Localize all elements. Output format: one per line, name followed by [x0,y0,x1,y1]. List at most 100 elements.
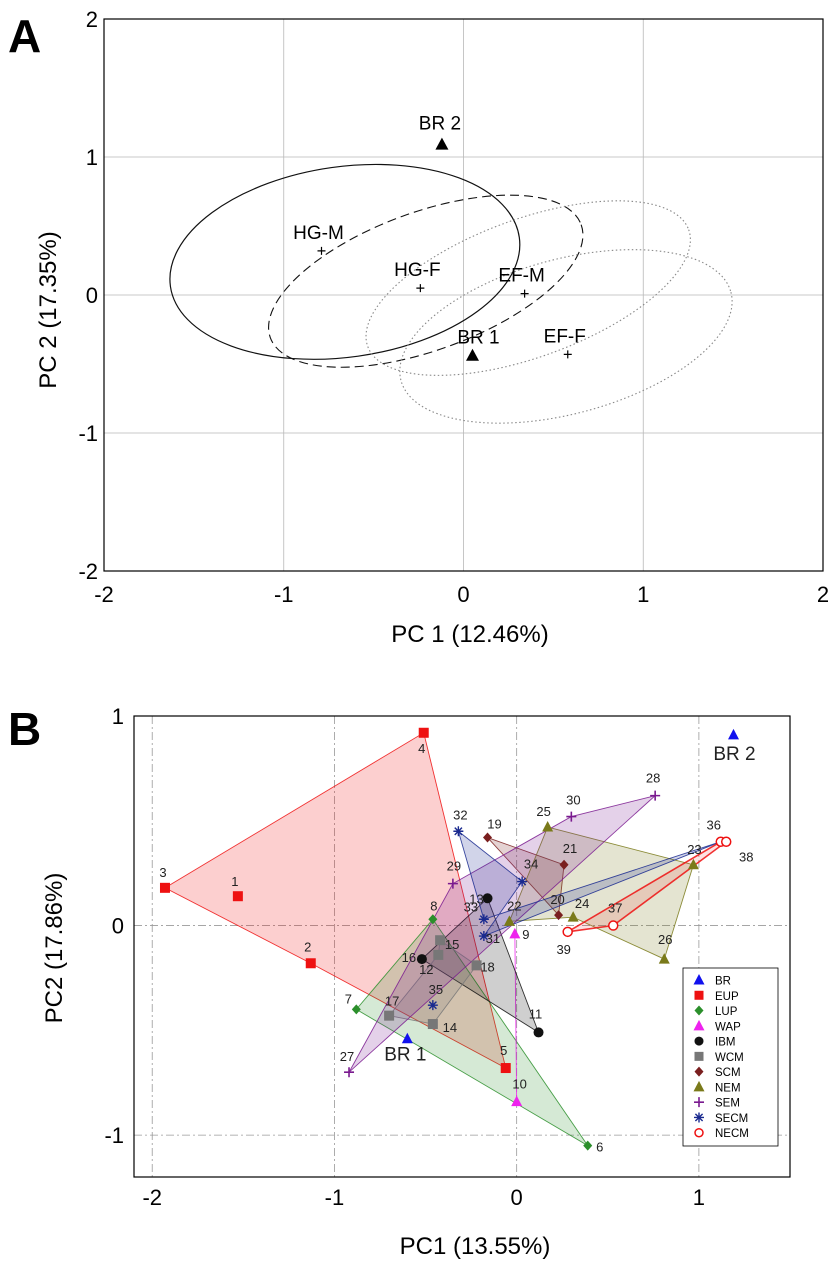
legend-entry: SCM [715,1067,741,1079]
point-marker-secm [427,1000,438,1011]
y-tick-label: 1 [86,145,98,170]
point-marker-necm [720,836,732,847]
point-number-label: 19 [487,817,501,832]
legend-marker [693,1080,705,1092]
y-axis-label: PC2 (17.86%) [41,873,68,1024]
point-number-label: 24 [575,896,589,911]
x-axis-label: PC1 (13.55%) [400,1233,551,1260]
point-number-label: 12 [419,962,433,977]
point-number-label: 4 [418,741,425,756]
point-number-label: 6 [596,1140,603,1155]
point-number-label: 37 [608,901,622,916]
centroid-marker [416,284,425,293]
point-marker-wcm [433,949,444,960]
br-marker [401,1032,413,1044]
br-marker [435,137,449,150]
confidence-ellipse [268,194,584,368]
point-marker-secm [517,876,528,887]
point-number-label: 38 [739,850,753,865]
point-number-label: 39 [556,942,570,957]
point-number-label: 21 [563,841,577,856]
point-marker-eup [232,891,243,902]
y-tick-label: 0 [112,914,124,939]
y-tick-label: -1 [104,1123,124,1148]
point-number-label: 8 [430,898,437,913]
legend-marker [694,1066,704,1077]
point-number-label: 13 [469,891,483,906]
centroid-marker [563,350,572,359]
point-number-label: 30 [566,793,580,808]
y-tick-label: -1 [78,421,98,446]
point-number-label: 34 [524,857,538,872]
x-tick-label: -2 [142,1185,162,1210]
legend-entry: NEM [715,1082,741,1094]
point-marker-wap [511,1095,523,1107]
point-number-label: 29 [447,859,461,874]
point-marker-nem [687,858,699,870]
point-number-label: 31 [486,931,500,946]
point-number-label: 14 [443,1020,457,1035]
panel-letter-b: B [8,703,41,755]
legend-marker [693,1019,705,1031]
legend-entry: NECM [715,1128,749,1140]
point-marker-ibm [416,954,427,965]
point-number-label: 11 [529,1006,543,1021]
br-marker [728,728,740,740]
point-marker-scm [554,910,564,921]
point-number-label: 35 [429,982,443,997]
legend: BR EUP LUP WAP IBM WCM SCM NEM SEM SECM NECM [682,967,779,1147]
point-number-label: 27 [340,1049,354,1064]
point-number-label: 5 [500,1043,507,1058]
point-marker-sem [566,811,577,822]
y-tick-label: 2 [86,7,98,32]
point-marker-nem [658,953,670,964]
point-marker-nem [567,911,579,922]
point-marker-lup [583,1140,593,1151]
point-marker-lup [351,1004,361,1015]
centroid-marker [520,289,529,298]
point-marker-nem [503,915,515,926]
confidence-ellipse [365,200,691,376]
point-label: BR 2 [419,114,461,135]
point-marker-eup [159,882,170,893]
point-marker-ibm [533,1027,544,1038]
legend-entry: WAP [715,1021,741,1033]
y-tick-label: -2 [78,559,98,584]
point-marker-secm [478,931,489,942]
point-number-label: 16 [402,950,416,965]
point-number-label: 22 [507,898,521,913]
legend-entry: LUP [715,1006,738,1018]
legend-marker [693,974,705,985]
point-number-label: 32 [453,807,467,822]
point-marker-necm [607,920,619,931]
point-marker-wcm [471,960,482,971]
point-label: HG-F [394,260,440,281]
point-number-label: 26 [658,932,672,947]
point-marker-necm [562,926,573,938]
point-marker-eup [305,958,316,969]
point-marker-nem [542,821,554,832]
group-hull-lup [355,918,589,1146]
legend-marker [694,1036,704,1046]
point-label: BR 1 [457,328,499,349]
br-label: BR 2 [713,744,755,765]
point-marker-sem [650,790,661,801]
point-marker-wcm [427,1019,438,1030]
point-number-label: 28 [646,771,660,786]
point-number-label: 7 [345,991,352,1006]
legend-marker [694,1112,704,1123]
x-axis-label: PC 1 (12.46%) [391,621,548,648]
legend-entry: BR [715,976,731,988]
x-tick-label: 0 [457,582,469,607]
point-marker-secm [453,826,464,837]
point-number-label: 3 [159,865,166,880]
y-tick-label: 0 [86,283,98,308]
x-tick-label: 2 [817,582,829,607]
point-marker-secm [478,914,489,925]
point-marker-wap [509,927,521,939]
br-label: BR 1 [384,1045,426,1066]
legend-entry: WCM [715,1052,744,1064]
point-number-label: 15 [445,937,459,952]
point-marker-sem [344,1067,355,1078]
